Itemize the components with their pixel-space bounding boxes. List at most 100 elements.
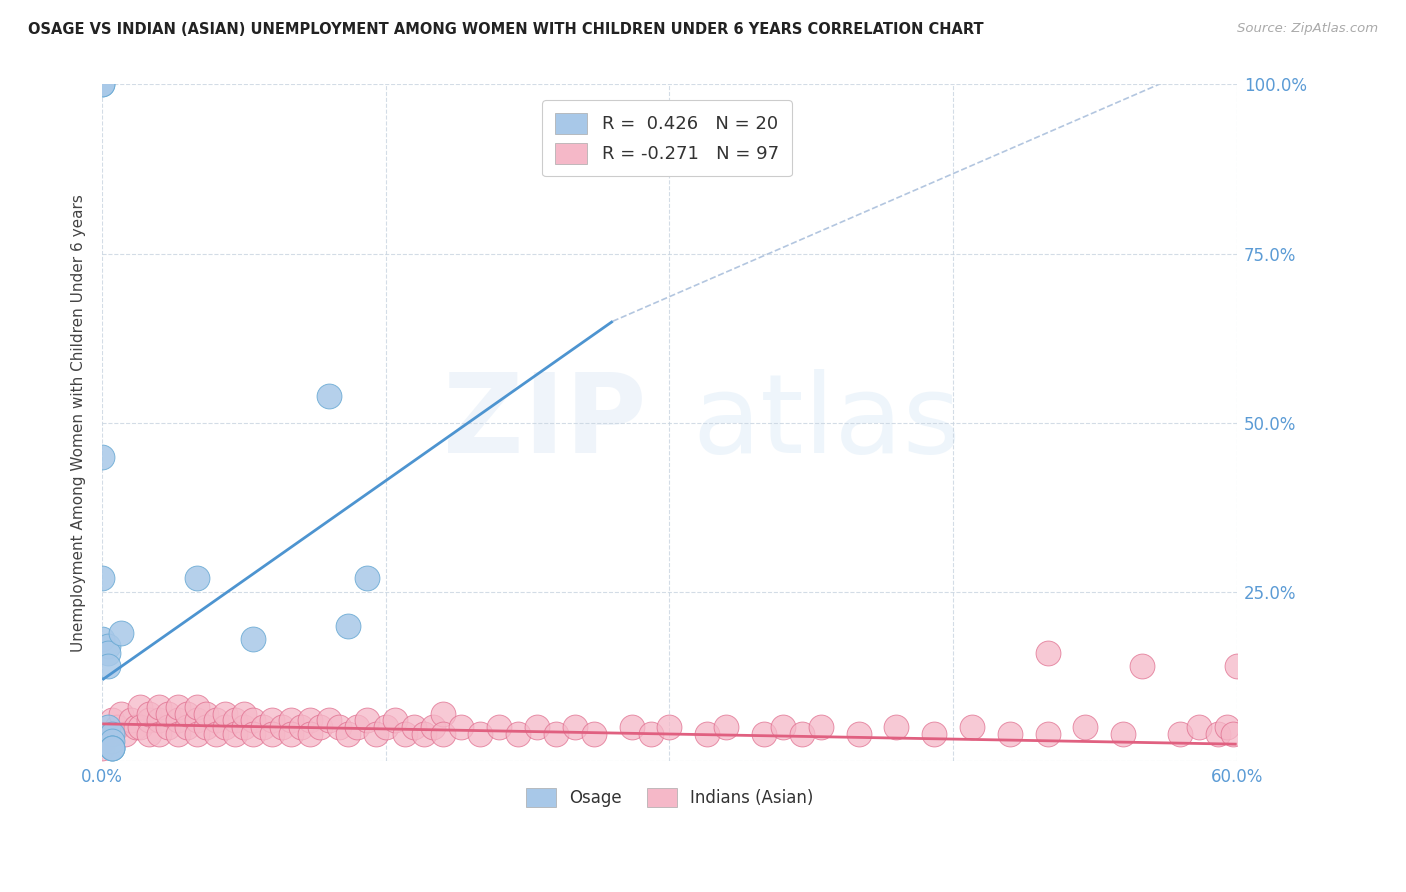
Point: [224, 714, 246, 728]
Point: [356, 714, 378, 728]
Point: [148, 727, 170, 741]
Point: [148, 714, 170, 728]
Point: [998, 727, 1021, 741]
Text: Source: ZipAtlas.com: Source: ZipAtlas.com: [1237, 22, 1378, 36]
Point: [262, 727, 284, 741]
Point: [186, 571, 208, 585]
Point: [696, 727, 718, 741]
Point: [308, 720, 330, 734]
Point: [157, 720, 180, 734]
Point: [97, 646, 120, 660]
Point: [470, 727, 492, 741]
Point: [204, 714, 226, 728]
Point: [318, 389, 340, 403]
Point: [526, 720, 548, 734]
Point: [290, 720, 312, 734]
Point: [148, 700, 170, 714]
Point: [422, 720, 444, 734]
Point: [337, 619, 360, 633]
Point: [337, 727, 360, 741]
Point: [186, 700, 208, 714]
Point: [204, 727, 226, 741]
Y-axis label: Unemployment Among Women with Children Under 6 years: Unemployment Among Women with Children U…: [72, 194, 86, 652]
Point: [620, 720, 643, 734]
Point: [138, 714, 160, 728]
Point: [886, 720, 908, 734]
Text: OSAGE VS INDIAN (ASIAN) UNEMPLOYMENT AMONG WOMEN WITH CHILDREN UNDER 6 YEARS COR: OSAGE VS INDIAN (ASIAN) UNEMPLOYMENT AMO…: [28, 22, 984, 37]
Point: [166, 700, 188, 714]
Point: [91, 450, 114, 464]
Point: [97, 639, 120, 653]
Point: [100, 733, 122, 747]
Point: [1206, 727, 1229, 741]
Point: [100, 727, 122, 741]
Point: [91, 740, 114, 755]
Point: [1036, 727, 1059, 741]
Point: [318, 714, 340, 728]
Point: [138, 727, 160, 741]
Point: [1226, 659, 1249, 673]
Point: [848, 727, 870, 741]
Point: [186, 727, 208, 741]
Legend: Osage, Indians (Asian): Osage, Indians (Asian): [519, 781, 820, 814]
Point: [544, 727, 567, 741]
Point: [166, 714, 188, 728]
Point: [110, 706, 132, 721]
Point: [157, 706, 180, 721]
Point: [810, 720, 832, 734]
Point: [91, 632, 114, 647]
Point: [91, 78, 114, 92]
Point: [1074, 720, 1097, 734]
Point: [214, 720, 236, 734]
Point: [129, 720, 152, 734]
Point: [242, 727, 264, 741]
Point: [100, 740, 122, 755]
Point: [176, 720, 198, 734]
Point: [404, 720, 426, 734]
Point: [564, 720, 586, 734]
Point: [195, 720, 218, 734]
Point: [270, 720, 292, 734]
Point: [252, 720, 274, 734]
Point: [346, 720, 368, 734]
Point: [328, 720, 350, 734]
Point: [125, 720, 148, 734]
Point: [242, 714, 264, 728]
Point: [120, 714, 142, 728]
Point: [166, 727, 188, 741]
Point: [384, 714, 406, 728]
Point: [91, 78, 114, 92]
Point: [299, 714, 322, 728]
Point: [1188, 720, 1211, 734]
Point: [186, 714, 208, 728]
Point: [91, 727, 114, 741]
Point: [1036, 646, 1059, 660]
Text: atlas: atlas: [692, 369, 960, 476]
Point: [508, 727, 530, 741]
Point: [224, 727, 246, 741]
Point: [1112, 727, 1135, 741]
Point: [114, 727, 136, 741]
Point: [772, 720, 794, 734]
Point: [129, 700, 152, 714]
Point: [233, 706, 256, 721]
Point: [110, 625, 132, 640]
Point: [214, 706, 236, 721]
Point: [100, 740, 122, 755]
Point: [195, 706, 218, 721]
Point: [299, 727, 322, 741]
Point: [280, 714, 302, 728]
Point: [138, 706, 160, 721]
Point: [790, 727, 813, 741]
Point: [714, 720, 737, 734]
Point: [922, 727, 945, 741]
Point: [176, 706, 198, 721]
Point: [658, 720, 681, 734]
Point: [582, 727, 605, 741]
Point: [1130, 659, 1153, 673]
Point: [432, 706, 454, 721]
Point: [450, 720, 472, 734]
Point: [374, 720, 396, 734]
Point: [97, 720, 120, 734]
Point: [412, 727, 434, 741]
